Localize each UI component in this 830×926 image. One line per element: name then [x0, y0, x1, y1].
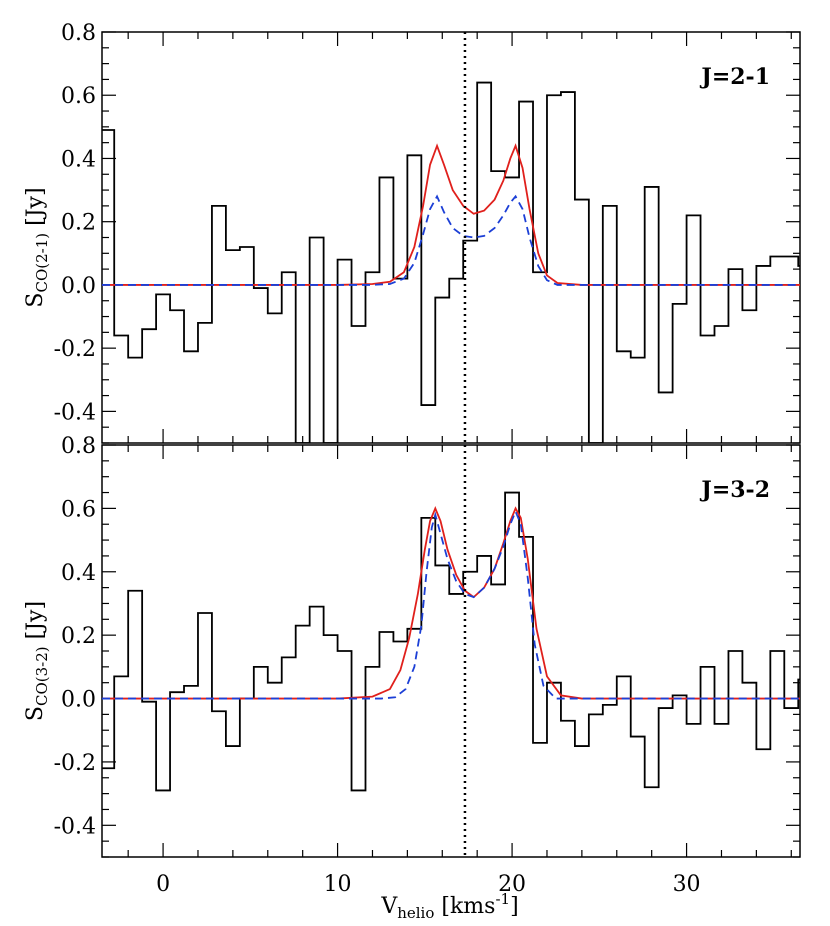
panel-1: 0.8 0.6 0.4 0.2 0.0 -0.2 -0.4 J=2-1 SCO(2-1) [Jy… — [23, 21, 801, 444]
y-tick-label: -0.4 — [54, 814, 96, 839]
y-tick-label: 0.4 — [61, 147, 96, 172]
y-tick-label: 0.2 — [61, 211, 96, 236]
y-tick-label: 0.8 — [61, 21, 96, 46]
model-line-dashed — [102, 509, 800, 700]
panel-2: 0.8 0.6 0.4 0.2 0.0 -0.2 -0.4 0 10 20 30 J=3-2 SCO(3… — [23, 434, 801, 922]
x-tick-label: 0 — [156, 872, 170, 897]
y-axis-title: SCO(2-1) [Jy] — [23, 187, 51, 307]
plot-frame — [101, 444, 801, 858]
plot-area — [102, 491, 800, 792]
x-tick-label: 10 — [324, 872, 352, 897]
y-tick-label: 0.6 — [61, 84, 96, 109]
panel-label: J=3-2 — [699, 477, 770, 503]
y-tick-label: 0.0 — [61, 274, 96, 299]
panel-label: J=2-1 — [699, 64, 770, 90]
model-line-dashed — [102, 194, 800, 286]
x-tick-label: 20 — [498, 872, 526, 897]
plot-area — [102, 81, 800, 443]
y-tick-label: 0.8 — [61, 434, 96, 459]
y-tick-label: -0.4 — [54, 400, 96, 425]
plot-frame — [101, 31, 801, 444]
y-axis-title: SCO(3-2) [Jy] — [23, 601, 51, 721]
x-axis-title: Vhelio [kms-1] — [380, 890, 518, 922]
y-tick-label: 0.4 — [61, 561, 96, 586]
observed-spectrum-step — [102, 81, 800, 443]
y-tick-label: 0.0 — [61, 688, 96, 713]
y-tick-label: 0.6 — [61, 497, 96, 522]
model-line-solid — [102, 506, 800, 700]
model-line-solid — [102, 143, 800, 286]
x-tick-label: 30 — [673, 872, 701, 897]
y-tick-label: -0.2 — [54, 751, 96, 776]
y-tick-label: -0.2 — [54, 337, 96, 362]
observed-spectrum-step — [102, 491, 800, 792]
y-tick-label: 0.2 — [61, 624, 96, 649]
